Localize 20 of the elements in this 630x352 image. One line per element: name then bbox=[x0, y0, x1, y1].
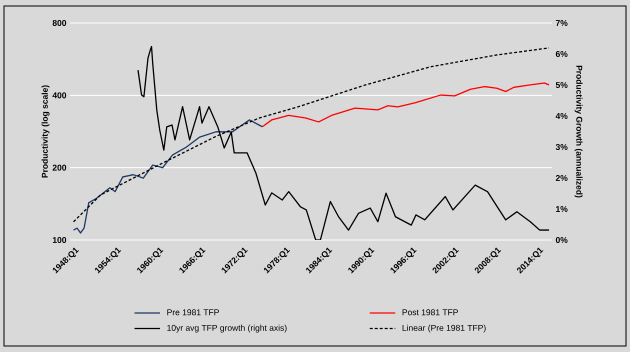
legend-label: Pre 1981 TFP bbox=[167, 309, 219, 316]
y2-tick-label: 5% bbox=[556, 82, 568, 88]
y-axis-title: Productivity (log scale) bbox=[42, 85, 50, 178]
y2-tick-label: 4% bbox=[556, 113, 568, 119]
y2-axis-title: Productivity Growth (annualized) bbox=[574, 66, 583, 198]
y2-tick-label: 0% bbox=[556, 237, 568, 243]
y2-tick-label: 2% bbox=[556, 175, 568, 181]
y-tick-label: 100 bbox=[52, 237, 66, 243]
y2-tick-label: 6% bbox=[556, 51, 568, 57]
legend-label: Linear (Pre 1981 TFP) bbox=[402, 324, 486, 333]
line-series bbox=[72, 119, 263, 234]
y2-tick-label: 3% bbox=[556, 144, 568, 150]
y2-tick-label: 7% bbox=[556, 20, 568, 26]
legend-label: Post 1981 TFP bbox=[402, 309, 458, 316]
y2-tick-label: 1% bbox=[556, 206, 568, 212]
y-tick-label: 400 bbox=[52, 92, 66, 98]
line-series bbox=[262, 82, 550, 128]
y-tick-label: 800 bbox=[52, 20, 66, 26]
legend-label: 10yr avg TFP growth (right axis) bbox=[167, 324, 287, 333]
y-tick-label: 200 bbox=[52, 164, 66, 171]
